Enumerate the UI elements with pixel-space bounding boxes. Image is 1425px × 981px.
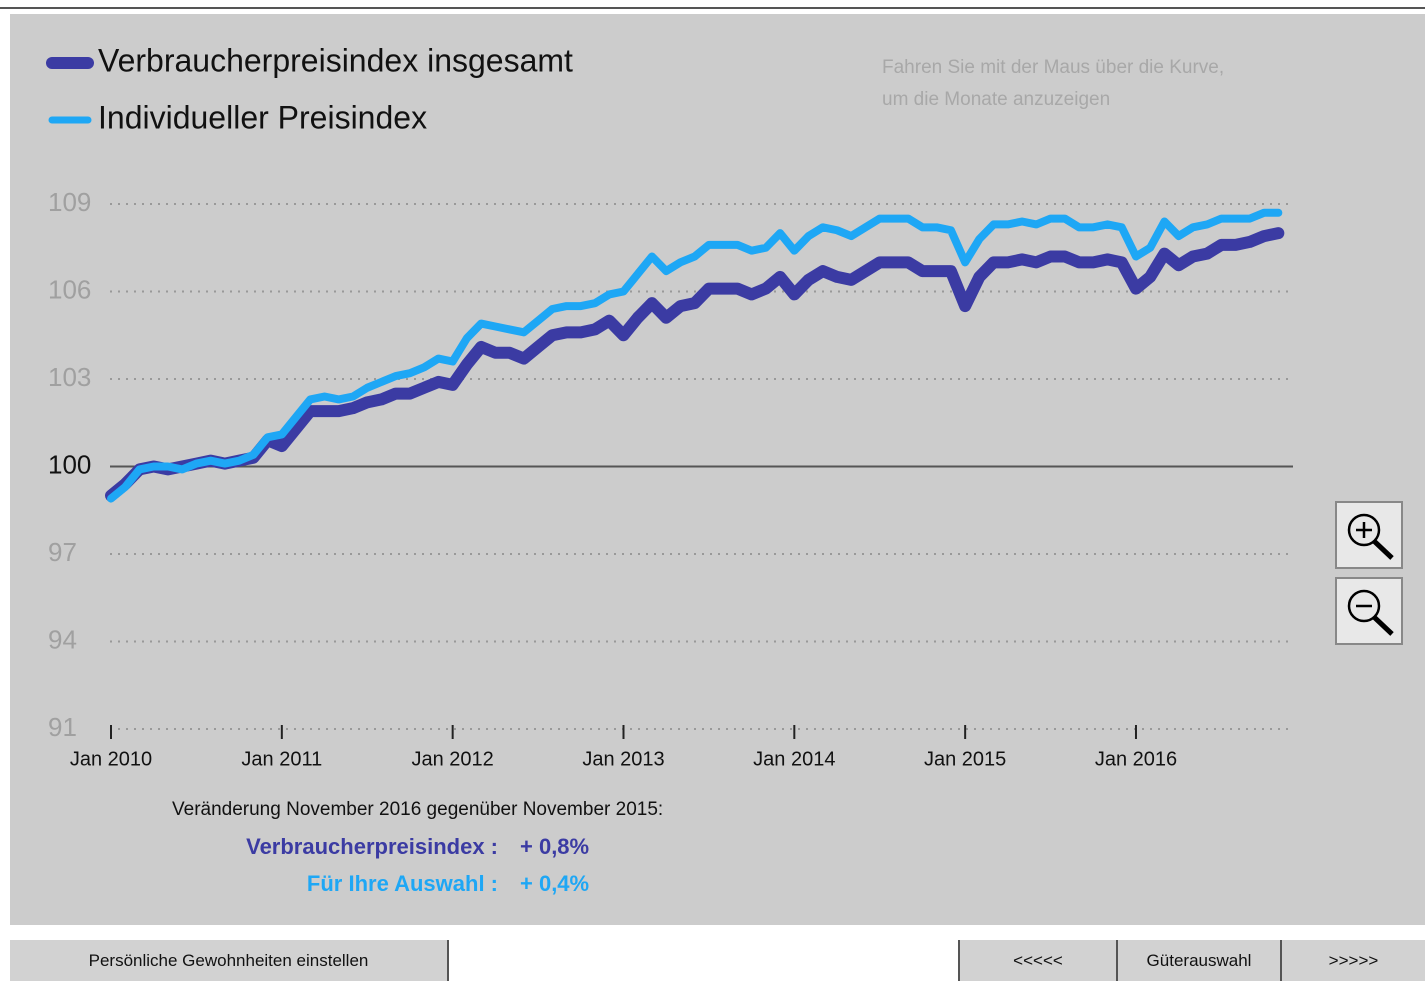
legend-label: Individueller Preisindex xyxy=(98,99,427,135)
x-tick-label: Jan 2010 xyxy=(70,748,152,770)
goods-button[interactable]: Güterauswahl xyxy=(1118,940,1282,981)
chart-panel: Fahren Sie mit der Maus über die Kurve, … xyxy=(0,7,1425,925)
panel-bg xyxy=(10,14,1425,925)
x-tick-label: Jan 2013 xyxy=(582,748,664,770)
settings-button[interactable]: Persönliche Gewohnheiten einstellen xyxy=(10,940,449,981)
next-button[interactable]: >>>>> xyxy=(1282,940,1425,981)
x-tick-label: Jan 2016 xyxy=(1095,748,1177,770)
zoom-out[interactable] xyxy=(1335,577,1403,645)
y-tick-label: 109 xyxy=(48,187,91,217)
summary-label: Für Ihre Auswahl : xyxy=(307,871,498,896)
summary-heading: Veränderung November 2016 gegenüber Nove… xyxy=(172,799,663,820)
hint: um die Monate anzuzeigen xyxy=(882,89,1110,110)
zoom-in[interactable] xyxy=(1335,501,1403,569)
y-tick-label: 106 xyxy=(48,274,91,304)
y-tick-label: 94 xyxy=(48,624,77,654)
y-tick-label: 103 xyxy=(48,362,91,392)
x-tick-label: Jan 2014 xyxy=(753,748,835,770)
summary-value: + 0,4% xyxy=(520,871,589,896)
y-tick-label: 100 xyxy=(48,449,91,479)
series-line xyxy=(105,227,1285,502)
x-tick-label: Jan 2012 xyxy=(412,748,494,770)
x-tick-label: Jan 2015 xyxy=(924,748,1006,770)
series-line xyxy=(107,208,1283,503)
hint: Fahren Sie mit der Maus über die Kurve, xyxy=(882,57,1224,78)
prev-button[interactable]: <<<<< xyxy=(958,940,1118,981)
summary-label: Verbraucherpreisindex : xyxy=(246,834,498,859)
summary-value: + 0,8% xyxy=(520,834,589,859)
y-tick-label: 97 xyxy=(48,537,77,567)
legend-label: Verbraucherpreisindex insgesamt xyxy=(98,42,573,78)
x-tick-label: Jan 2011 xyxy=(241,748,322,770)
y-tick-label: 91 xyxy=(48,712,77,742)
